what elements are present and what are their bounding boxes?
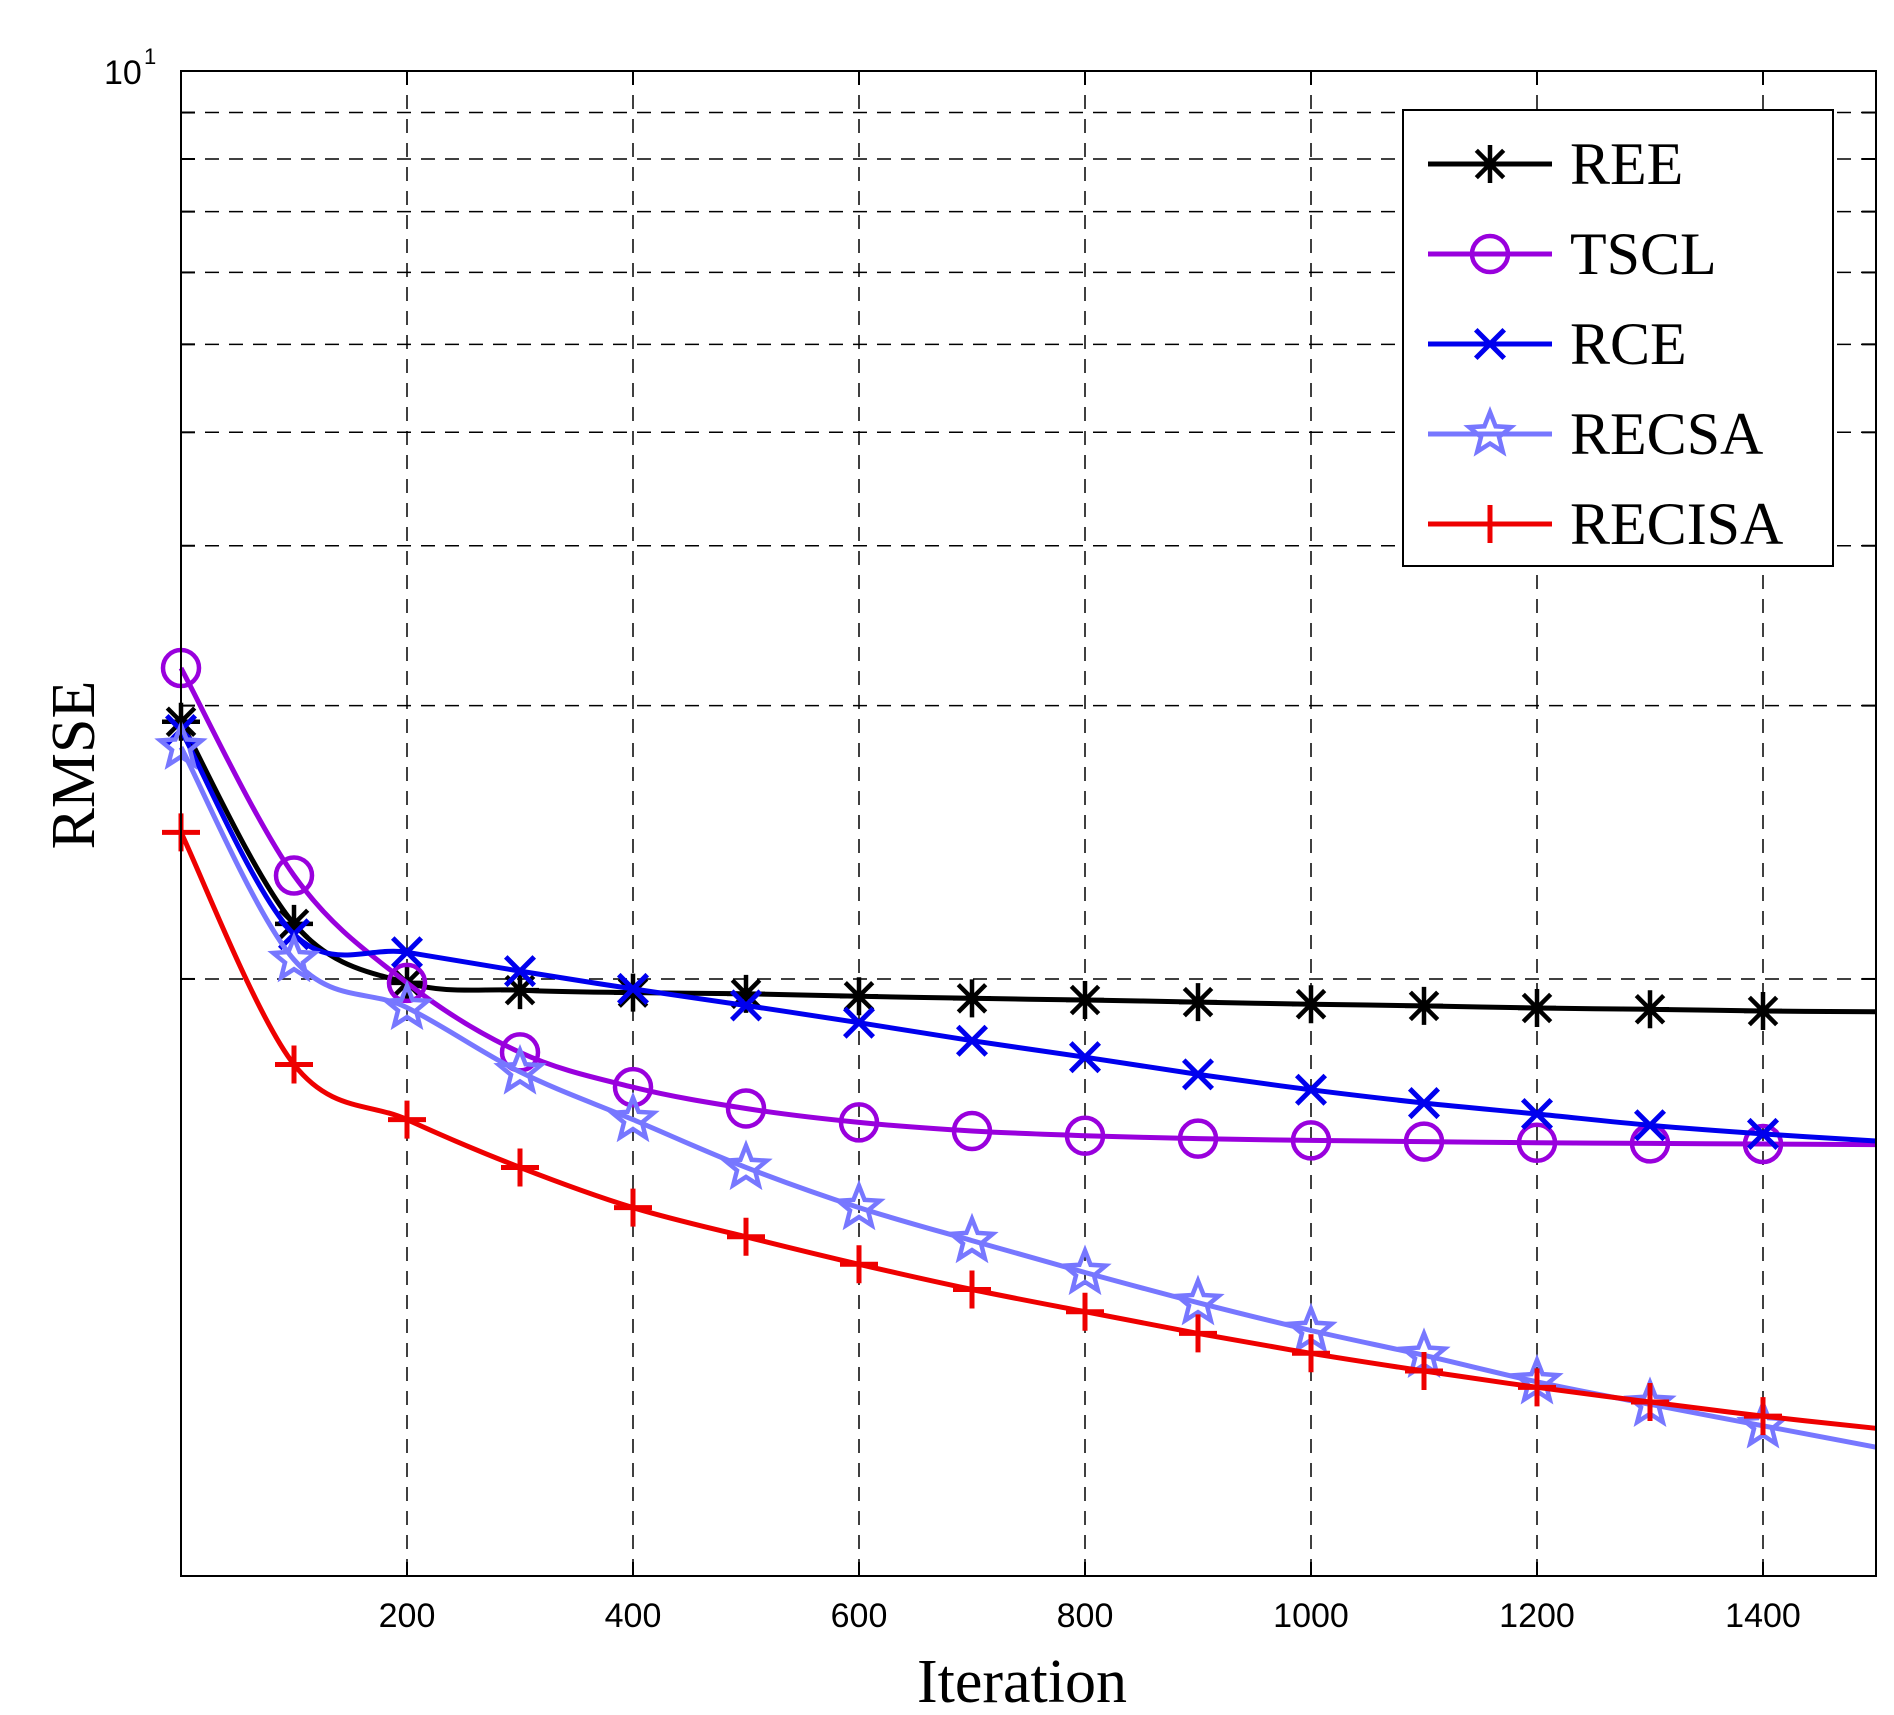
series-point-TSCL-600: [838, 1102, 880, 1143]
legend-box: [1402, 109, 1834, 567]
x-tick-label-1200: 1200: [1499, 1597, 1575, 1635]
series-point-RECISA-1100: [1405, 1352, 1443, 1390]
series-point-RCE-400: [616, 972, 650, 1005]
series-layer: [154, 647, 1877, 1450]
series-point-TSCL-500: [725, 1088, 767, 1129]
x-tick-label-400: 400: [605, 1597, 662, 1635]
series-point-RCE-900: [1181, 1058, 1215, 1091]
series-point-REE-300: [501, 971, 539, 1010]
series-point-TSCL-1200: [1516, 1122, 1558, 1164]
series-point-RECSA-100: [267, 931, 321, 983]
series-point-TSCL-700: [951, 1110, 993, 1152]
series-point-RECSA-900: [1171, 1274, 1225, 1326]
series-point-RCE-1200: [1520, 1097, 1554, 1131]
legend-label-RCE: RCE: [1570, 311, 1687, 377]
legend-label-TSCL: TSCL: [1570, 221, 1717, 287]
series-RCE: [164, 714, 1877, 1150]
series-point-REE-100: [275, 904, 313, 943]
series-point-TSCL-900: [1177, 1118, 1219, 1159]
series-point-RECSA-300: [493, 1044, 547, 1095]
series-point-TSCL-1400: [1742, 1123, 1784, 1165]
series-point-RECISA-700: [953, 1270, 991, 1309]
legend-marker-REE: [1471, 145, 1509, 183]
legend-item-RECISA: RECISA: [1428, 491, 1783, 557]
series-point-REE-1300: [1631, 990, 1669, 1029]
grid-lines: [181, 71, 1876, 1576]
series-point-RCE-600: [842, 1006, 876, 1039]
series-point-RECSA-600: [832, 1179, 886, 1231]
plot-area-frame: [180, 70, 1877, 1577]
series-point-TSCL-1000: [1290, 1120, 1332, 1161]
y-axis-tick-label: 10 1: [104, 44, 156, 92]
series-point-RECSA-500: [719, 1139, 773, 1191]
series-point-RECISA-800: [1066, 1292, 1104, 1331]
series-point-REE-600: [840, 977, 878, 1016]
series-point-REE-900: [1179, 983, 1217, 1022]
series-point-REE-800: [1066, 981, 1104, 1020]
series-point-RECISA-100: [275, 1045, 313, 1084]
legend-marker-RCE: [1473, 327, 1507, 361]
series-point-REE-1200: [1518, 988, 1556, 1027]
x-tick-label-1400: 1400: [1725, 1597, 1801, 1635]
series-point-REE-1400: [1744, 991, 1782, 1030]
series-point-RECSA-800: [1058, 1244, 1112, 1296]
legend-marker-RECISA: [1471, 505, 1509, 543]
x-axis-ticks: 200 400 600 800 1000 1200 1400: [181, 71, 1876, 1635]
series-point-RECSA-200: [380, 979, 434, 1031]
legend-item-RECSA: RECSA: [1428, 401, 1763, 467]
series-point-RECISA-200: [388, 1100, 426, 1139]
series-point-TSCL-400: [612, 1066, 654, 1108]
x-axis-title: Iteration: [917, 1648, 1127, 1715]
series-point-RCE-300: [503, 955, 537, 988]
series-point-RECISA-500: [727, 1217, 765, 1256]
series-point-REE-400: [614, 973, 652, 1012]
series-point-REE-700: [953, 979, 991, 1018]
series-point-TSCL-800: [1064, 1115, 1106, 1156]
series-point-RECISA-400: [614, 1188, 652, 1227]
series-line-RCE: [178, 728, 1877, 1144]
series-point-REE-1000: [1292, 985, 1330, 1024]
x-tick-label-1000: 1000: [1273, 1597, 1349, 1635]
series-point-RECISA-1400: [1744, 1397, 1782, 1436]
legend: REE TSCL RCE RECSA RECISA: [1402, 109, 1834, 567]
series-point-RECISA-300: [501, 1148, 539, 1187]
series-point-RECISA-900: [1179, 1314, 1217, 1353]
series-point-REE-500: [727, 974, 765, 1013]
y-tick-label-exponent: 1: [144, 44, 156, 69]
series-point-RECISA-600: [840, 1245, 878, 1284]
y-tick-label-base: 10: [104, 54, 142, 92]
legend-label-REE: REE: [1570, 131, 1683, 197]
series-point-RECISA-1000: [1292, 1334, 1330, 1373]
legend-label-RECSA: RECSA: [1570, 401, 1763, 467]
series-point-RECISA-1300: [1631, 1383, 1669, 1422]
legend-item-TSCL: TSCL: [1428, 221, 1717, 287]
y-axis-title: RMSE: [40, 681, 108, 850]
legend-item-REE: REE: [1428, 131, 1683, 197]
series-point-REE-1100: [1405, 986, 1443, 1025]
legend-label-RECISA: RECISA: [1570, 491, 1783, 557]
series-point-RCE-1000: [1294, 1073, 1328, 1106]
series-point-RECSA-700: [945, 1212, 999, 1264]
series-point-RCE-1400: [1746, 1117, 1780, 1150]
legend-marker-RECSA: [1463, 405, 1517, 457]
legend-item-RCE: RCE: [1428, 311, 1687, 377]
series-point-RCE-1100: [1407, 1087, 1441, 1120]
series-point-TSCL-100: [273, 855, 315, 896]
series-point-RCE-1300: [1633, 1109, 1667, 1142]
series-point-RCE-700: [955, 1024, 989, 1057]
series-point-RCE-500: [729, 989, 763, 1022]
series-point-RECISA-1200: [1518, 1368, 1556, 1407]
x-tick-label-800: 800: [1057, 1597, 1114, 1635]
series-RECISA: [162, 813, 1877, 1436]
legend-marker-TSCL: [1469, 233, 1511, 275]
series-point-RCE-200: [390, 936, 424, 969]
series-point-TSCL-200: [386, 962, 428, 1004]
x-tick-label-600: 600: [831, 1597, 888, 1635]
series-point-RCE-800: [1068, 1041, 1102, 1074]
series-point-TSCL-1100: [1403, 1121, 1445, 1162]
x-tick-label-200: 200: [379, 1597, 436, 1635]
series-point-RECSA-400: [606, 1091, 660, 1143]
